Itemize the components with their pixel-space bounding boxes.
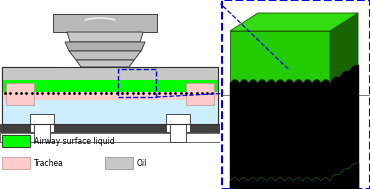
Polygon shape (230, 155, 330, 181)
Bar (2, 67, 218, 124)
Text: Oil: Oil (137, 159, 148, 167)
Text: Absorption: Absorption (266, 89, 326, 99)
Polygon shape (330, 137, 358, 181)
Bar (170, 124, 186, 142)
Polygon shape (230, 13, 358, 31)
Bar (6, 83, 34, 105)
Bar (2, 67, 57, 124)
Polygon shape (230, 137, 358, 155)
Text: Airway surface liquid: Airway surface liquid (34, 136, 115, 146)
Bar (166, 114, 190, 132)
Bar (2, 157, 30, 169)
Bar (2, 92, 218, 100)
Bar (2, 135, 30, 147)
Bar (34, 124, 50, 142)
Polygon shape (65, 42, 145, 51)
Polygon shape (76, 60, 134, 67)
Text: Trachea: Trachea (34, 159, 64, 167)
Polygon shape (69, 51, 141, 60)
Bar (2, 80, 218, 93)
Polygon shape (330, 13, 358, 83)
Bar (2, 67, 218, 81)
Bar (105, 157, 133, 169)
Polygon shape (230, 31, 330, 83)
Bar (0, 133, 220, 142)
Polygon shape (67, 32, 143, 42)
Bar (2, 100, 218, 124)
Bar (30, 114, 54, 132)
Bar (118, 69, 156, 97)
Bar (163, 67, 218, 124)
Polygon shape (53, 14, 157, 32)
Bar (186, 83, 214, 105)
Bar (0, 124, 220, 132)
